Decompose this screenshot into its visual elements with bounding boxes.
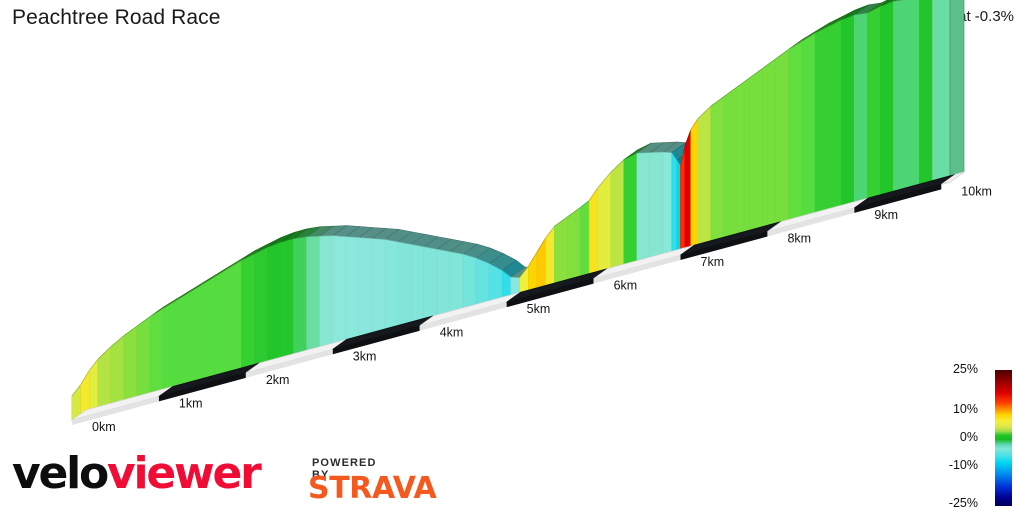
- legend-label-0: 25%: [952, 362, 978, 376]
- axis-tick-label: 3km: [353, 349, 377, 363]
- axis-tick-label: 0km: [92, 420, 116, 434]
- distance-axis-labels: 0km 1km 2km 3km 4km 5km 6km 7km 8km 9km 10km: [92, 184, 992, 434]
- logo-text-velo: velo: [12, 448, 109, 499]
- legend-label-3: -10%: [948, 458, 978, 472]
- powered-by-label: POWERED BY: [312, 457, 377, 481]
- axis-tick-label: 4km: [440, 326, 464, 340]
- veloviewer-logo[interactable]: veloviewer: [12, 452, 262, 496]
- legend-label-4: -25%: [948, 496, 978, 510]
- logo-text-viewer: viewer: [107, 448, 262, 499]
- profile-segments: [71, 0, 965, 421]
- axis-tick-label: 7km: [701, 255, 725, 269]
- distance-axis: [71, 171, 965, 425]
- branding-footer: veloviewer POWERED BY STRAVA: [12, 452, 437, 508]
- legend-label-2: 0%: [959, 430, 978, 444]
- axis-tick-label: 9km: [874, 208, 898, 222]
- page-title: Peachtree Road Race: [12, 6, 221, 29]
- axis-tick-label: 6km: [614, 279, 638, 293]
- legend-label-1: 10%: [952, 402, 978, 416]
- axis-tick-label: 1km: [179, 396, 203, 410]
- axis-tick-label: 5km: [527, 302, 551, 316]
- gradient-color-bar: [995, 370, 1012, 506]
- axis-tick-label: 10km: [961, 184, 992, 198]
- axis-tick-label: 8km: [787, 231, 811, 245]
- axis-tick-label: 2km: [266, 373, 290, 387]
- strava-logo[interactable]: STRAVA: [308, 471, 437, 506]
- gradient-legend: 25% 10% 0% -10% -25%: [949, 362, 1012, 510]
